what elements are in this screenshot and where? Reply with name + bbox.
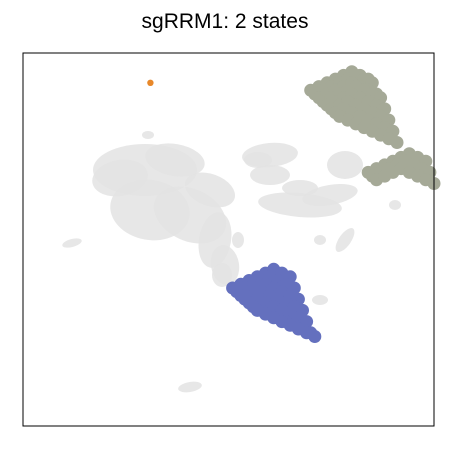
- background-blob: [142, 131, 154, 139]
- scatter-point: [390, 136, 404, 149]
- plot-frame: [22, 52, 435, 427]
- background-blob: [389, 200, 401, 210]
- background-cell-cloud: [62, 84, 401, 393]
- series-0: [304, 65, 441, 190]
- background-blob: [335, 228, 355, 252]
- series-2: [147, 79, 154, 87]
- background-blob: [232, 232, 244, 248]
- background-blob: [312, 295, 328, 305]
- chart-title: sgRRM1: 2 states: [141, 10, 309, 33]
- background-blob: [327, 151, 363, 179]
- background-blob: [178, 381, 202, 393]
- series-1: [226, 262, 322, 343]
- scatter-point: [147, 79, 154, 87]
- background-blob: [145, 143, 205, 177]
- series-layer: [147, 65, 441, 343]
- background-blob: [212, 263, 232, 287]
- background-blob: [314, 235, 326, 245]
- scatter-point: [308, 330, 322, 343]
- background-blob: [250, 165, 290, 185]
- background-blob: [282, 180, 318, 196]
- background-blob: [62, 238, 82, 248]
- background-blob: [244, 152, 272, 168]
